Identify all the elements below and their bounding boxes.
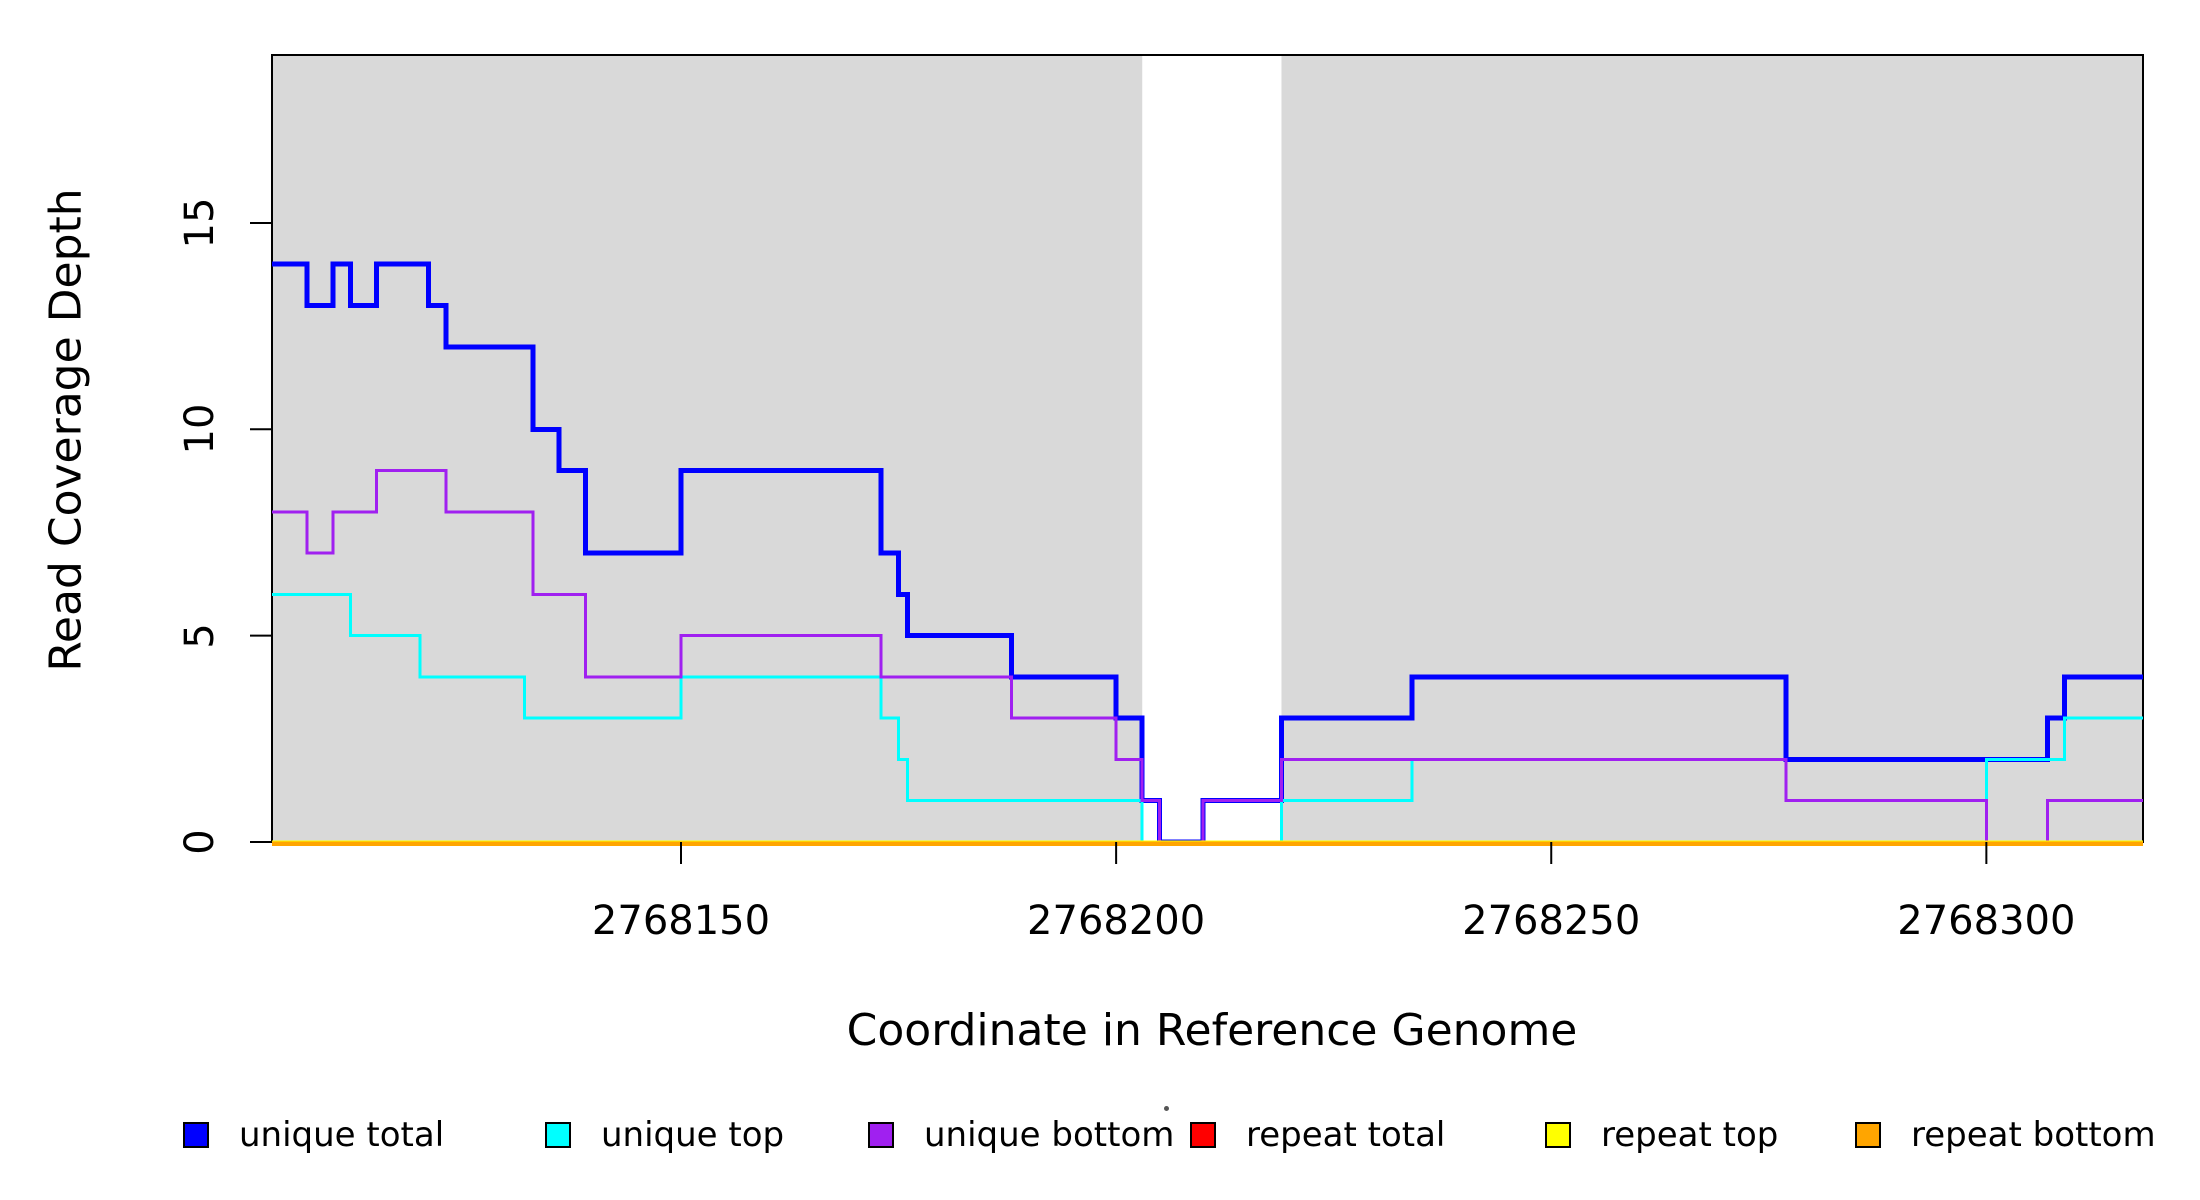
legend-swatch-unique-bottom bbox=[868, 1122, 894, 1148]
legend-swatch-unique-top bbox=[545, 1122, 571, 1148]
legend-item-unique-top: unique top bbox=[545, 1115, 785, 1155]
legend-swatch-repeat-top bbox=[1545, 1122, 1571, 1148]
legend-item-repeat-total: repeat total bbox=[1190, 1115, 1446, 1155]
y-tick-label: 15 bbox=[177, 197, 223, 249]
series-line-unique-total bbox=[272, 261, 2143, 845]
y-axis-title: Read Coverage Depth bbox=[40, 188, 92, 672]
y-tick-label: 0 bbox=[177, 829, 223, 855]
legend-swatch-repeat-bottom bbox=[1855, 1122, 1881, 1148]
x-tick-label: 2768200 bbox=[1027, 898, 1206, 944]
legend-item-repeat-bottom: repeat bottom bbox=[1855, 1115, 2156, 1155]
x-tick-label: 2768300 bbox=[1897, 898, 2076, 944]
series-line-unique-bottom bbox=[272, 469, 2143, 844]
plot-background-band-0 bbox=[272, 55, 1143, 842]
legend-item-repeat-top: repeat top bbox=[1545, 1115, 1779, 1155]
x-axis-title: Coordinate in Reference Genome bbox=[846, 1005, 1578, 1056]
legend-label: unique top bbox=[601, 1115, 785, 1155]
legend-item-unique-bottom: unique bottom bbox=[868, 1115, 1175, 1155]
y-tick-label: 5 bbox=[177, 622, 223, 649]
legend-item-unique-total: unique total bbox=[183, 1115, 445, 1155]
x-tick-label: 2768250 bbox=[1462, 898, 1641, 944]
legend-label: unique bottom bbox=[924, 1115, 1175, 1155]
legend-swatch-unique-total bbox=[183, 1122, 209, 1148]
legend-label: repeat total bbox=[1246, 1115, 1446, 1155]
x-tick-label: 2768150 bbox=[591, 898, 771, 944]
legend-label: unique total bbox=[239, 1115, 445, 1155]
stray-speck bbox=[1164, 1106, 1169, 1111]
legend-label: repeat bottom bbox=[1911, 1115, 2156, 1155]
y-tick-label: 10 bbox=[177, 403, 223, 455]
plot-background-band-1 bbox=[1281, 55, 2143, 842]
legend-swatch-repeat-total bbox=[1190, 1122, 1216, 1148]
legend-label: repeat top bbox=[1601, 1115, 1779, 1155]
